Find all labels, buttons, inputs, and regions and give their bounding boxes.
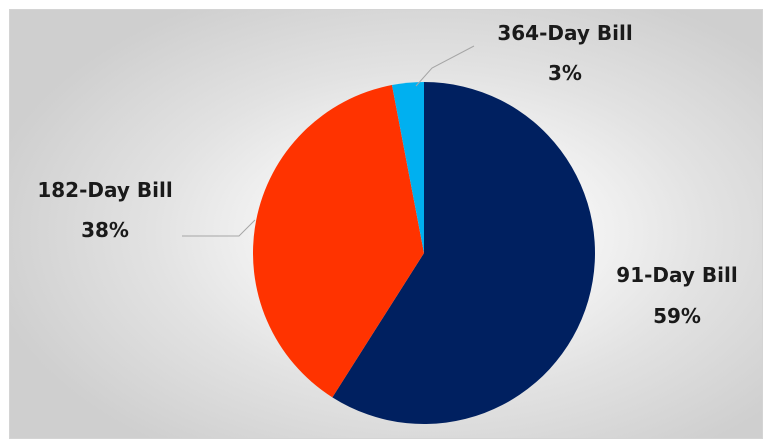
- leader-line-182-day-bill: [182, 219, 256, 237]
- pie-slice-91-day-bill: [332, 82, 595, 425]
- slice-value-364-day-bill: 3%: [548, 61, 582, 85]
- slice-label-182-day-bill: 182-Day Bill: [37, 178, 172, 202]
- pie-slice-364-day-bill: [391, 82, 424, 253]
- pie-slices: [252, 82, 595, 425]
- slice-value-91-day-bill: 59%: [653, 304, 701, 328]
- pie-slice-182-day-bill: [252, 85, 424, 398]
- leader-line-364-day-bill: [415, 45, 475, 87]
- slice-label-91-day-bill: 91-Day Bill: [616, 263, 737, 287]
- slice-value-182-day-bill: 38%: [81, 218, 129, 242]
- slice-label-364-day-bill: 364-Day Bill: [497, 21, 632, 45]
- leader-lines: [182, 45, 475, 237]
